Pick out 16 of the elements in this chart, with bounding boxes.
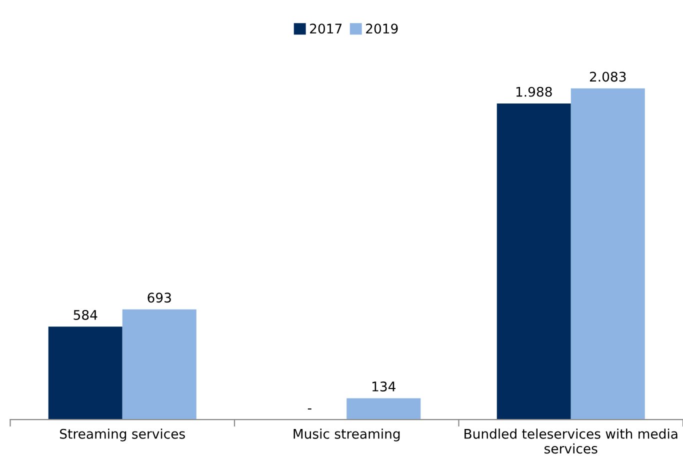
bar bbox=[122, 309, 196, 420]
data-label: 2.083 bbox=[590, 72, 626, 82]
x-tick-label: Streaming services bbox=[60, 428, 185, 442]
bar bbox=[570, 88, 645, 420]
x-tick-label: Music streaming bbox=[294, 428, 400, 442]
bar bbox=[496, 104, 571, 420]
data-label: 584 bbox=[74, 310, 98, 320]
text: - bbox=[308, 408, 312, 410]
data-label: 693 bbox=[148, 292, 171, 303]
legend-label: 2019 bbox=[366, 24, 398, 34]
data-label: 134 bbox=[372, 382, 396, 392]
legend-label: 2017 bbox=[310, 24, 342, 34]
x-tick-label: Bundled teleservices with media services bbox=[464, 428, 678, 454]
bar bbox=[346, 398, 421, 420]
bar bbox=[48, 326, 122, 420]
data-label: 1.988 bbox=[516, 86, 552, 97]
